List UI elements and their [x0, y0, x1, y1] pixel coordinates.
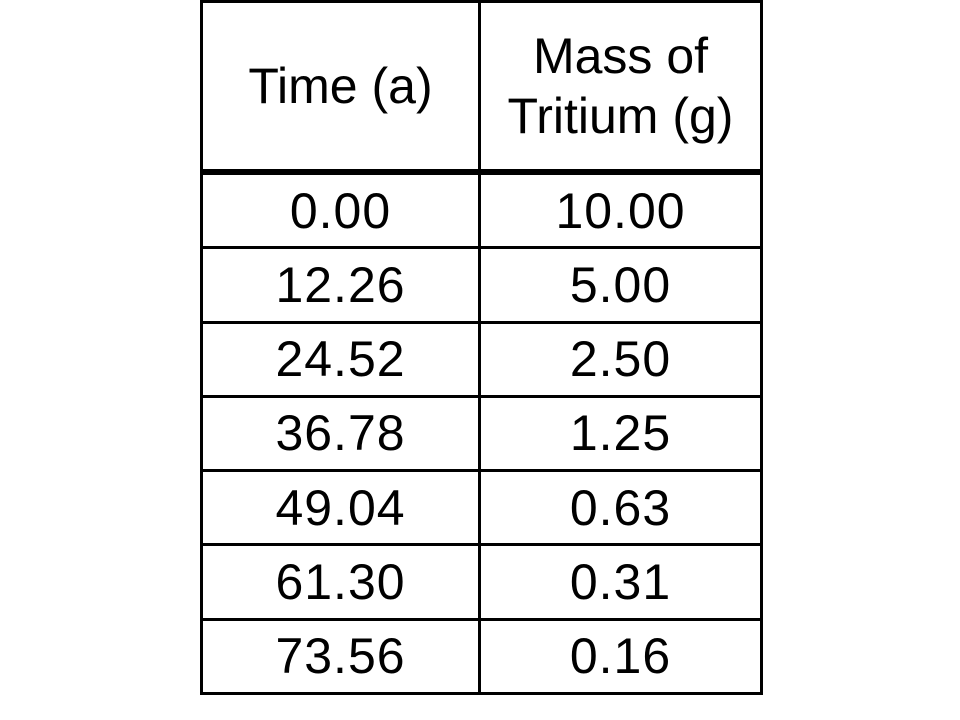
table-row: 49.04 0.63 — [200, 472, 763, 547]
table-row: 73.56 0.16 — [200, 620, 763, 695]
cell-time: 24.52 — [200, 323, 481, 398]
cell-mass: 0.63 — [481, 472, 763, 547]
cell-time: 61.30 — [200, 546, 481, 621]
cell-time: 36.78 — [200, 397, 481, 473]
table-header-row: Time (a) Mass of Tritium (g) — [200, 0, 763, 175]
cell-mass: 10.00 — [481, 175, 763, 250]
table-row: 0.00 10.00 — [200, 175, 763, 250]
tritium-decay-table-container: Time (a) Mass of Tritium (g) 0.00 10.00 … — [200, 0, 763, 695]
cell-mass: 0.16 — [481, 620, 763, 695]
column-header-mass-label-line2: Tritium (g) — [507, 88, 734, 144]
cell-time: 12.26 — [200, 249, 481, 324]
cell-mass: 1.25 — [481, 397, 763, 473]
cell-mass: 0.31 — [481, 546, 763, 621]
cell-mass: 5.00 — [481, 249, 763, 324]
column-header-mass-label-line1: Mass of — [532, 28, 709, 84]
cell-mass: 2.50 — [481, 323, 763, 398]
column-header-mass: Mass of Tritium (g) — [481, 0, 763, 175]
cell-time: 0.00 — [200, 175, 481, 250]
column-header-time: Time (a) — [200, 0, 481, 175]
table-row: 24.52 2.50 — [200, 323, 763, 398]
tritium-decay-table: Time (a) Mass of Tritium (g) 0.00 10.00 … — [200, 0, 763, 695]
table-row: 12.26 5.00 — [200, 249, 763, 324]
table-row: 36.78 1.25 — [200, 397, 763, 473]
table-row: 61.30 0.31 — [200, 546, 763, 621]
cell-time: 73.56 — [200, 620, 481, 695]
cell-time: 49.04 — [200, 472, 481, 547]
column-header-time-label: Time (a) — [248, 58, 433, 114]
